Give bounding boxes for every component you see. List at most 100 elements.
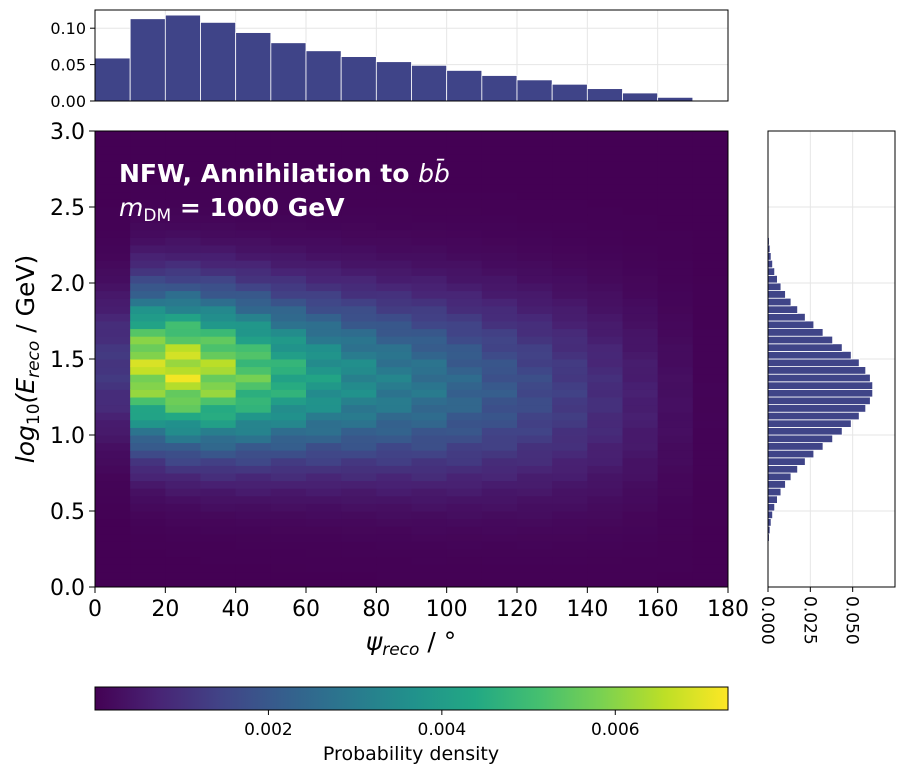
heatmap-cell — [622, 229, 659, 238]
heatmap-cell — [341, 397, 377, 406]
right-histogram-bar — [767, 358, 860, 367]
heatmap-cell — [481, 328, 518, 337]
heatmap-cell — [376, 313, 412, 322]
heatmap-cell — [657, 298, 694, 307]
heatmap-cell — [552, 169, 588, 178]
heatmap-cell — [306, 229, 342, 238]
heatmap-cell — [130, 564, 166, 573]
heatmap-cell — [411, 511, 448, 520]
heatmap-cell — [235, 419, 272, 428]
heatmap-cell — [200, 359, 237, 368]
heatmap-cell — [130, 435, 166, 444]
heatmap-cell — [341, 336, 377, 345]
heatmap-cell — [376, 275, 412, 284]
heatmap-cell — [341, 511, 377, 520]
heatmap-cell — [552, 229, 588, 238]
heatmap-cell — [446, 556, 483, 565]
heatmap-cell — [200, 374, 237, 383]
heatmap-cell — [446, 199, 483, 208]
heatmap-cell — [481, 465, 518, 474]
heatmap-cell — [165, 435, 201, 444]
heatmap-cell — [341, 518, 377, 527]
heatmap-cell — [517, 169, 553, 178]
heatmap-cell — [306, 533, 342, 542]
heatmap-cell — [657, 556, 694, 565]
heatmap-cell — [376, 511, 412, 520]
heatmap-cell — [411, 176, 448, 185]
heatmap-cell — [270, 283, 307, 292]
heatmap-cell — [622, 267, 659, 276]
heatmap-cell — [517, 336, 553, 345]
heatmap-cell — [446, 495, 483, 504]
heatmap-cell — [165, 214, 201, 223]
heatmap-cell — [552, 222, 588, 231]
heatmap-cell — [622, 503, 659, 512]
heatmap-cell — [552, 473, 588, 482]
heatmap-cell — [200, 518, 237, 527]
heatmap-cell — [657, 450, 694, 459]
heatmap-cell — [165, 533, 201, 542]
heatmap-cell — [517, 229, 553, 238]
heatmap-cell — [376, 343, 412, 352]
heatmap-cell — [270, 351, 307, 360]
heatmap-cell — [95, 207, 131, 216]
heatmap-cell — [165, 260, 201, 269]
heatmap-cell — [376, 381, 412, 390]
heatmap-cell — [165, 252, 201, 261]
heatmap-cell — [270, 465, 307, 474]
heatmap-cell — [411, 427, 448, 436]
heatmap-cell — [200, 579, 237, 588]
heatmap-cell — [517, 153, 553, 162]
heatmap-cell — [517, 275, 553, 284]
right-histogram-bar — [767, 487, 782, 497]
heatmap-cell — [481, 397, 518, 406]
heatmap-cell — [622, 480, 659, 489]
heatmap-cell — [270, 495, 307, 504]
heatmap-cell — [376, 442, 412, 451]
heatmap-cell — [446, 412, 483, 421]
heatmap-cell — [306, 579, 342, 588]
heatmap-cell — [235, 298, 272, 307]
heatmap-cell — [235, 343, 272, 352]
heatmap-cell — [165, 442, 201, 451]
heatmap-cell — [376, 176, 412, 185]
heatmap-cell — [481, 564, 518, 573]
heatmap-cell — [692, 480, 729, 489]
heatmap-cell — [130, 351, 166, 360]
heatmap-cell — [517, 480, 553, 489]
heatmap-cell — [235, 161, 272, 170]
heatmap-cell — [165, 579, 201, 588]
heatmap-cell — [657, 389, 694, 398]
heatmap-cell — [200, 260, 237, 269]
heatmap-cell — [657, 169, 694, 178]
heatmap-cell — [200, 412, 237, 421]
heatmap-cell — [657, 518, 694, 527]
heatmap-cell — [200, 427, 237, 436]
heatmap-cell — [517, 381, 553, 390]
heatmap-cell — [376, 153, 412, 162]
heatmap-cell — [376, 290, 412, 299]
top-histogram-bar — [622, 92, 659, 102]
right-histogram-bars — [767, 206, 874, 557]
heatmap-cell — [341, 343, 377, 352]
top-histogram-bar — [586, 88, 623, 102]
colorbar-label: Probability density — [323, 743, 499, 765]
heatmap-cell — [481, 579, 518, 588]
heatmap-cell — [235, 191, 272, 200]
heatmap-cell — [270, 533, 307, 542]
heatmap-cell — [411, 138, 448, 147]
heatmap-cell — [446, 252, 483, 261]
heatmap-cell — [657, 290, 694, 299]
heatmap-cell — [587, 214, 623, 223]
main-y-tick-label: 0.5 — [50, 500, 85, 525]
heatmap-cell — [130, 549, 166, 558]
heatmap-cell — [411, 419, 448, 428]
heatmap-cell — [95, 442, 131, 451]
heatmap-cell — [657, 549, 694, 558]
heatmap-cell — [376, 457, 412, 466]
heatmap-cell — [341, 564, 377, 573]
heatmap-cell — [235, 222, 272, 231]
heatmap-cell — [235, 549, 272, 558]
heatmap-cell — [517, 526, 553, 535]
heatmap-cell — [411, 169, 448, 178]
